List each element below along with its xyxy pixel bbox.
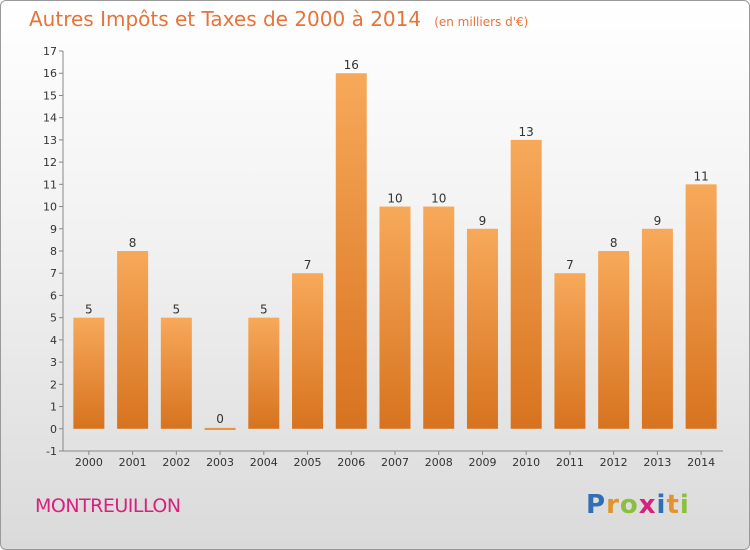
data-label: 11 xyxy=(693,169,708,183)
y-tick-label: 16 xyxy=(43,67,57,80)
x-tick-label: 2008 xyxy=(425,456,453,469)
bar xyxy=(554,273,586,429)
y-tick-label: 3 xyxy=(50,356,57,369)
x-tick-label: 2014 xyxy=(687,456,715,469)
data-label: 16 xyxy=(344,58,359,72)
bar xyxy=(598,251,630,429)
y-tick-label: 2 xyxy=(50,378,57,391)
y-tick-label: 11 xyxy=(43,178,57,191)
bar xyxy=(685,184,717,429)
bar xyxy=(248,317,280,429)
data-label: 5 xyxy=(85,303,93,317)
value-labels: 5 8 5 0 5 7 16 10 10 9 13 7 8 9 11 xyxy=(85,58,709,426)
data-label: 13 xyxy=(519,125,534,139)
bar xyxy=(117,251,149,429)
data-label: 9 xyxy=(479,214,487,228)
bar xyxy=(379,206,411,429)
x-tick-label: 2013 xyxy=(643,456,671,469)
x-tick-label: 2006 xyxy=(337,456,365,469)
logo-letter: i xyxy=(679,490,690,520)
data-label: 9 xyxy=(654,214,662,228)
data-label: 5 xyxy=(260,303,268,317)
x-tick-label: 2000 xyxy=(75,456,103,469)
logo-letter: i xyxy=(656,490,667,520)
proxiti-logo: Proxiti xyxy=(586,490,690,520)
y-tick-label: 9 xyxy=(50,223,57,236)
y-tick-label: 15 xyxy=(43,89,57,102)
y-tick-label: 13 xyxy=(43,134,57,147)
x-tick-label: 2012 xyxy=(600,456,628,469)
bar xyxy=(510,139,542,429)
x-tick-label: 2003 xyxy=(206,456,234,469)
bars xyxy=(73,73,717,430)
x-tick-label: 2004 xyxy=(250,456,278,469)
bar xyxy=(423,206,455,429)
logo-letter: P xyxy=(586,490,607,520)
data-label: 0 xyxy=(216,412,224,426)
y-tick-label: 5 xyxy=(50,312,57,325)
chart-title: Autres Impôts et Taxes de 2000 à 2014 xyxy=(29,7,422,31)
y-tick-label: -1 xyxy=(46,445,57,458)
y-tick-label: 4 xyxy=(50,334,57,347)
bar xyxy=(641,228,673,429)
y-tick-label: 14 xyxy=(43,112,57,125)
x-tick-label: 2001 xyxy=(119,456,147,469)
y-tick-label: 8 xyxy=(50,245,57,258)
data-label: 5 xyxy=(173,303,181,317)
chart-unit: (en milliers d'€) xyxy=(434,15,529,29)
logo-letter: r xyxy=(606,490,620,520)
x-tick-label: 2002 xyxy=(162,456,190,469)
y-tick-label: 7 xyxy=(50,267,57,280)
data-label: 7 xyxy=(304,258,312,272)
logo-letter: o xyxy=(619,490,639,520)
x-tick-label: 2009 xyxy=(468,456,496,469)
y-tick-label: 10 xyxy=(43,201,57,214)
bar xyxy=(160,317,192,429)
bar xyxy=(335,73,367,429)
logo-letter: t xyxy=(666,490,680,520)
x-tick-label: 2011 xyxy=(556,456,584,469)
x-tick-label: 2005 xyxy=(294,456,322,469)
logo-letter: x xyxy=(638,490,657,520)
y-tick-label: 17 xyxy=(43,45,57,58)
data-label: 10 xyxy=(431,192,446,206)
y-tick-label: 6 xyxy=(50,289,57,302)
data-label: 8 xyxy=(129,236,137,250)
data-label: 10 xyxy=(387,192,402,206)
bar xyxy=(73,317,105,429)
chart-header: Autres Impôts et Taxes de 2000 à 2014 (e… xyxy=(29,7,528,31)
data-label: 8 xyxy=(610,236,618,250)
commune-name: MONTREUILLON xyxy=(35,495,181,517)
x-tick-label: 2007 xyxy=(381,456,409,469)
y-tick-label: 12 xyxy=(43,156,57,169)
bar xyxy=(466,228,498,429)
bar xyxy=(204,427,236,430)
data-label: 7 xyxy=(566,258,574,272)
bar xyxy=(292,273,324,429)
x-tick-label: 2010 xyxy=(512,456,540,469)
y-tick-label: 1 xyxy=(50,401,57,414)
y-tick-label: 0 xyxy=(50,423,57,436)
